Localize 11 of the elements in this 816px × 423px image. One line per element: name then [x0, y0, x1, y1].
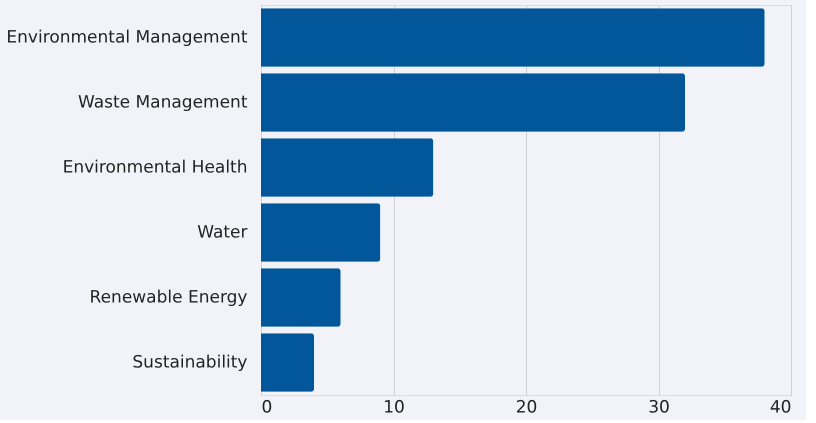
- y-tick-label: Water: [197, 222, 248, 242]
- x-tick-label: 0: [262, 398, 272, 418]
- y-tick-label: Renewable Energy: [90, 288, 248, 308]
- y-tick-label: Sustainability: [132, 352, 248, 372]
- x-tick-label: 10: [383, 398, 405, 418]
- x-tick-label: 40: [770, 398, 792, 418]
- x-tick-label: 20: [516, 398, 538, 418]
- y-tick-label: Environmental Health: [62, 158, 248, 178]
- x-tick-label: 30: [648, 398, 670, 418]
- y-tick-label: Environmental Management: [6, 28, 248, 48]
- y-tick-label: Waste Management: [78, 92, 248, 112]
